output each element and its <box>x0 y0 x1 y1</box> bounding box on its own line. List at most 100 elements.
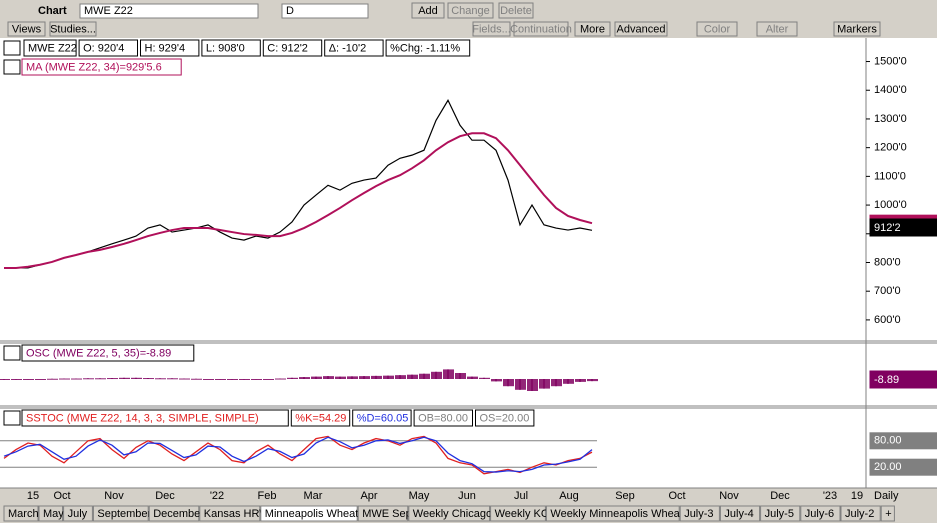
box <box>79 3 259 19</box>
sheet-tab[interactable]: July-5 <box>765 508 794 520</box>
osc-bar <box>83 378 94 380</box>
legend-item: O: 920'4 <box>83 42 124 54</box>
sheet-tab[interactable]: July-6 <box>805 508 834 520</box>
box <box>411 2 445 19</box>
box <box>614 21 668 37</box>
toolbar-button[interactable]: Change <box>451 5 490 17</box>
toolbar-button[interactable]: Delete <box>500 5 532 17</box>
toolbar-button[interactable]: Continuation <box>510 23 572 35</box>
box <box>840 505 881 522</box>
box <box>49 21 97 37</box>
osc-bar <box>203 379 214 380</box>
toolbar-button[interactable]: Markers <box>837 23 877 35</box>
osc-bar <box>11 379 22 380</box>
osc-bar <box>263 379 274 380</box>
box <box>23 39 77 57</box>
osc-bar <box>527 379 538 391</box>
box <box>756 21 798 37</box>
sheet-tab[interactable]: Weekly KC <box>495 508 549 520</box>
box <box>869 218 937 237</box>
stoch-line <box>3 436 593 473</box>
box <box>352 409 412 427</box>
legend-stoch: SSTOC (MWE Z22, 14, 3, 3, SIMPLE, SIMPLE… <box>26 412 259 424</box>
osc-bar <box>59 378 70 380</box>
toolbar-button[interactable]: Fields... <box>472 23 511 35</box>
box <box>574 21 611 37</box>
box <box>475 409 535 427</box>
box <box>21 344 195 362</box>
box <box>3 410 21 426</box>
box <box>490 505 546 522</box>
osc-bar <box>359 376 370 379</box>
legend-stoch: OB=80.00 <box>418 412 468 424</box>
box <box>869 370 937 389</box>
sheet-tab[interactable]: Weekly Minneapolis Wheat <box>550 508 682 520</box>
legend-stoch: OS=20.00 <box>480 412 530 424</box>
box <box>21 409 289 427</box>
osc-bar <box>191 378 202 380</box>
toolbar-button[interactable]: Add <box>418 5 438 17</box>
window-title: Chart <box>38 5 67 17</box>
box <box>260 505 358 522</box>
sheet-tab[interactable]: Kansas HRW <box>204 508 270 520</box>
period-input[interactable]: D <box>286 5 294 17</box>
price-line <box>4 99 593 269</box>
osc-bar <box>299 377 310 379</box>
x-tick-label: Dec <box>155 490 175 502</box>
x-tick-label: Mar <box>304 490 323 502</box>
y-tick-label: 1100'0 <box>874 170 906 182</box>
x-tick-label: Jun <box>458 490 476 502</box>
legend-item: %Chg: -1.11% <box>390 42 460 54</box>
box <box>869 458 937 476</box>
box <box>3 3 35 18</box>
toolbar-button[interactable]: Color <box>704 23 731 35</box>
sheet-tab[interactable]: March <box>8 508 39 520</box>
x-tick-label: 15 <box>27 490 39 502</box>
osc-bar <box>119 377 130 379</box>
sheet-tab[interactable]: July-4 <box>724 508 753 520</box>
box <box>760 505 801 522</box>
sheet-tab[interactable]: May <box>43 508 64 520</box>
toolbar-button[interactable]: Advanced <box>617 23 666 35</box>
box <box>880 505 895 522</box>
box <box>696 21 738 37</box>
sheet-tab[interactable]: Weekly Chicago <box>413 508 492 520</box>
osc-bar <box>335 376 346 379</box>
sheet-tab[interactable]: MWE Sept <box>362 508 415 520</box>
toolbar-button[interactable]: Alter <box>766 23 789 35</box>
osc-bar <box>107 378 118 380</box>
box <box>199 505 261 522</box>
sheet-tab[interactable]: July-2 <box>845 508 874 520</box>
box <box>290 409 351 427</box>
last-price: 912'2 <box>874 222 901 234</box>
sheet-tab[interactable]: July-3 <box>684 508 713 520</box>
legend-item: L: 908'0 <box>206 42 245 54</box>
osc-bar <box>35 379 46 380</box>
osc-bar <box>155 378 166 380</box>
box <box>148 505 200 522</box>
box <box>408 505 491 522</box>
box <box>63 505 93 522</box>
osc-bar <box>587 379 598 382</box>
last-osc: -8.89 <box>874 374 899 386</box>
osc-bar <box>395 375 406 379</box>
x-tick-label: Dec <box>770 490 790 502</box>
osc-bar <box>215 379 226 380</box>
sheet-tab[interactable]: Minneapolis Wheat <box>265 508 359 520</box>
toolbar-button[interactable]: More <box>580 23 605 35</box>
sheet-tab[interactable]: July <box>68 508 88 520</box>
symbol-input[interactable]: MWE Z22 <box>84 5 133 17</box>
legend-item: H: 929'4 <box>145 42 186 54</box>
toolbar-button[interactable]: Views <box>12 23 42 35</box>
y-tick-label: 80.00 <box>874 435 902 447</box>
sheet-tab[interactable]: September <box>97 508 151 520</box>
x-tick-label: 19 <box>851 490 863 502</box>
osc-bar <box>71 378 82 380</box>
box <box>201 39 261 57</box>
toolbar-button[interactable]: Studies... <box>50 23 96 35</box>
sheet-tab[interactable]: December <box>153 508 204 520</box>
y-tick-label: 1500'0 <box>874 55 907 67</box>
y-tick-label: 20.00 <box>874 461 902 473</box>
sheet-tab[interactable]: + <box>885 508 891 520</box>
osc-bar <box>551 379 562 387</box>
